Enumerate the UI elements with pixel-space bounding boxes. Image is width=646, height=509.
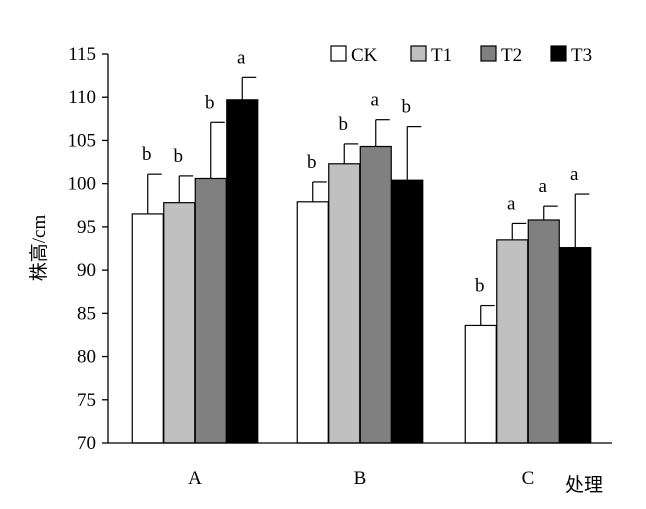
y-axis-label: 株高/cm	[28, 215, 50, 282]
significance-label: b	[339, 114, 349, 135]
x-ticks: A B C	[188, 468, 534, 489]
y-tick-label: 75	[77, 390, 96, 411]
bar-T1-C	[496, 239, 529, 444]
bar-T2-A	[194, 177, 227, 444]
y-tick-label: 105	[68, 130, 97, 151]
significance-label: a	[570, 164, 579, 185]
legend-label: CK	[351, 45, 378, 66]
significance-label: b	[174, 146, 184, 167]
y-tick-label: 90	[77, 260, 96, 281]
y-tick-label: 70	[77, 433, 96, 454]
bar-T2-C	[527, 219, 560, 444]
legend-label: T2	[501, 45, 522, 66]
bar-T1-B	[328, 163, 361, 444]
significance-label: a	[237, 47, 246, 68]
legend-swatch-T3	[550, 45, 567, 62]
axes-layer	[107, 54, 612, 444]
y-tick-label: 110	[68, 87, 96, 108]
y-tick-label: 80	[77, 347, 96, 368]
legend-swatch-T2	[480, 45, 497, 62]
significance-label: a	[371, 90, 380, 111]
legend-swatch-T1	[410, 45, 427, 62]
bar-T1-A	[163, 202, 196, 444]
legend-swatch-CK	[330, 45, 347, 62]
bar-CK-B	[296, 201, 329, 444]
x-axis-label: 处理	[565, 474, 603, 496]
y-tick-label: 95	[77, 217, 96, 238]
significance-label: b	[142, 144, 152, 165]
significance-label: b	[307, 152, 317, 173]
significance-label: b	[475, 276, 485, 297]
y-tick-label: 85	[77, 303, 96, 324]
legend-label: T1	[431, 45, 452, 66]
significance-label: a	[539, 176, 548, 197]
bar-T2-B	[359, 145, 392, 444]
legend-label: T3	[571, 45, 592, 66]
significance-label: a	[507, 193, 516, 214]
x-tick-label: A	[188, 468, 202, 489]
bar-T3-C	[559, 247, 592, 444]
x-tick-label: B	[354, 468, 367, 489]
y-ticks: 70 75 80 85 90 95 100 105 110 115	[68, 44, 108, 454]
bar-T3-A	[226, 99, 259, 444]
y-tick-label: 115	[68, 44, 96, 65]
significance-label: b	[402, 97, 412, 118]
bar-T3-B	[391, 179, 424, 444]
bar-CK-A	[131, 213, 164, 444]
bars-layer: b b b a b b a b b a a a	[131, 47, 592, 444]
x-tick-label: C	[522, 468, 535, 489]
y-tick-label: 100	[68, 174, 97, 195]
legend: CK T1 T2 T3	[330, 45, 592, 66]
significance-label: b	[205, 92, 215, 113]
bar-CK-C	[464, 324, 497, 444]
